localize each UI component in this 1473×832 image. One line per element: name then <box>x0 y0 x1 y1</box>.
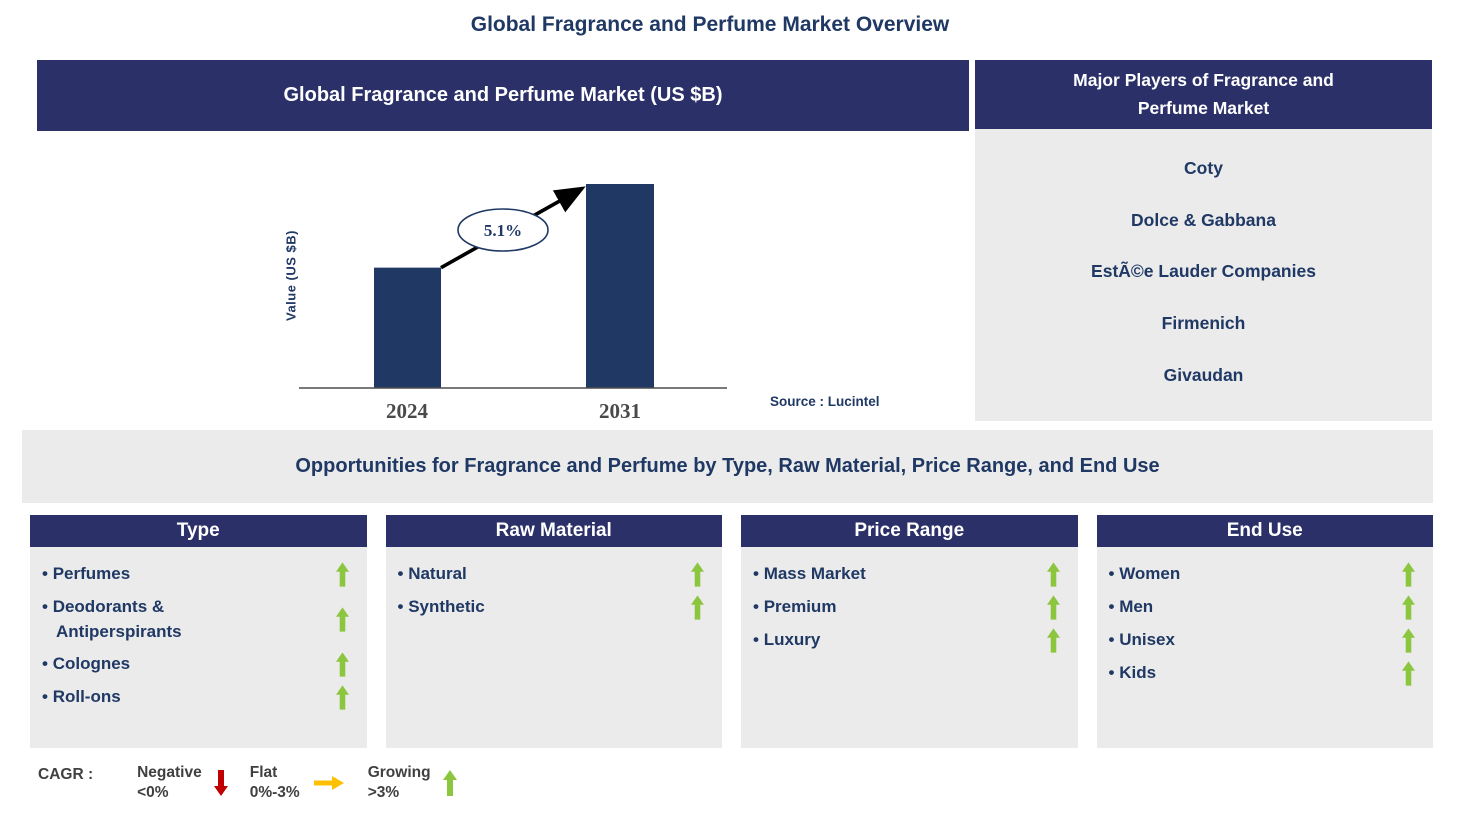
major-players-list: Coty Dolce & Gabbana EstÃ©e Lauder Compa… <box>975 129 1432 421</box>
up-arrow-icon <box>691 595 704 620</box>
bar-2024 <box>374 267 441 388</box>
segment-column-raw-material: Raw Material Natural Synthetic <box>385 515 722 748</box>
item-label: Colognes <box>42 652 130 677</box>
company-name: Firmenich <box>1161 313 1246 334</box>
list-item: Natural <box>398 562 709 587</box>
up-arrow-icon <box>1402 628 1415 653</box>
cagr-legend-prefix: CAGR : <box>38 766 94 783</box>
item-label: Premium <box>753 595 837 620</box>
list-item: Mass Market <box>753 562 1064 587</box>
major-players-header: Major Players of Fragrance and Perfume Ma… <box>975 60 1432 129</box>
up-arrow-icon <box>691 562 704 587</box>
legend-entry-text: Flat 0%-3% <box>249 764 300 802</box>
list-item: Men <box>1109 595 1420 620</box>
market-bar-chart: 5.1% 2024 2031 <box>299 184 727 423</box>
item-label: Perfumes <box>42 562 130 587</box>
list-item: Premium <box>753 595 1064 620</box>
segment-columns: Type Perfumes Deodorants & Antiperspiran… <box>30 515 1433 748</box>
segment-column-body: Mass Market Premium Luxury <box>741 547 1078 748</box>
up-arrow-icon <box>1402 661 1415 686</box>
company-name: Dolce & Gabbana <box>1131 209 1276 230</box>
legend-entry-negative: Negative <0% <box>137 763 240 803</box>
major-players-title: Major Players of Fragrance and Perfume Ma… <box>1073 70 1334 118</box>
down-arrow-icon <box>214 765 228 801</box>
up-arrow-icon <box>1047 595 1060 620</box>
cagr-legend: CAGR : Negative <0% Flat 0%-3% Growing >… <box>38 763 469 803</box>
opportunities-title: Opportunities for Fragrance and Perfume … <box>295 455 1160 477</box>
up-arrow-icon <box>336 607 349 632</box>
x-tick-2024: 2024 <box>386 399 429 423</box>
legend-entry-text: Negative <0% <box>137 764 202 802</box>
segment-column-header: Raw Material <box>385 515 722 547</box>
legend-entry-text: Growing >3% <box>367 764 431 802</box>
up-arrow-icon <box>1047 628 1060 653</box>
up-arrow-icon <box>336 685 349 710</box>
cagr-value: 5.1% <box>484 221 522 240</box>
segment-column-type: Type Perfumes Deodorants & Antiperspiran… <box>30 515 367 748</box>
list-item: Colognes <box>42 652 353 677</box>
right-arrow-icon <box>314 776 344 790</box>
market-chart-panel-title: Global Fragrance and Perfume Market (US … <box>283 84 723 106</box>
page-title: Global Fragrance and Perfume Market Over… <box>470 13 950 36</box>
item-label: Synthetic <box>398 595 485 620</box>
legend-entry-flat: Flat 0%-3% <box>250 763 358 803</box>
item-label: Unisex <box>1109 628 1175 653</box>
segment-column-header: End Use <box>1096 515 1433 547</box>
segment-column-body: Women Men Unisex Kids <box>1096 547 1433 748</box>
up-arrow-icon <box>1402 595 1415 620</box>
cagr-ellipse <box>457 208 549 252</box>
major-players-panel: Major Players of Fragrance and Perfume Ma… <box>975 60 1432 421</box>
list-item: Luxury <box>753 628 1064 653</box>
item-label: Luxury <box>753 628 821 653</box>
list-item: Women <box>1109 562 1420 587</box>
segment-column-body: Natural Synthetic <box>385 547 722 748</box>
segment-column-header: Type <box>30 515 367 547</box>
item-label: Men <box>1109 595 1153 620</box>
company-name: Coty <box>1184 158 1223 179</box>
up-arrow-icon <box>443 765 457 801</box>
item-label: Mass Market <box>753 562 866 587</box>
up-arrow-icon <box>336 562 349 587</box>
opportunities-band: Opportunities for Fragrance and Perfume … <box>22 430 1433 503</box>
list-item: Roll-ons <box>42 685 353 710</box>
segment-column-price-range: Price Range Mass Market Premium Luxury <box>741 515 1078 748</box>
company-name: Givaudan <box>1163 364 1244 385</box>
list-item: Perfumes <box>42 562 353 587</box>
item-label: Roll-ons <box>42 685 121 710</box>
up-arrow-icon <box>1402 562 1415 587</box>
item-label: Women <box>1109 562 1180 587</box>
up-arrow-icon <box>336 652 349 677</box>
segment-column-end-use: End Use Women Men Unisex Kids <box>1096 515 1433 748</box>
source-note: Source : Lucintel <box>770 394 880 409</box>
list-item: Unisex <box>1109 628 1420 653</box>
item-label: Kids <box>1109 661 1156 686</box>
company-name: EstÃ©e Lauder Companies <box>1091 261 1316 282</box>
market-chart-panel-header: Global Fragrance and Perfume Market (US … <box>37 60 969 131</box>
up-arrow-icon <box>1047 562 1060 587</box>
item-label: Deodorants & Antiperspirants <box>42 595 271 644</box>
item-label: Natural <box>398 562 467 587</box>
legend-entry-growing: Growing >3% <box>368 763 469 803</box>
segment-column-header: Price Range <box>741 515 1078 547</box>
list-item: Synthetic <box>398 595 709 620</box>
list-item: Kids <box>1109 661 1420 686</box>
bar-2031 <box>586 184 654 388</box>
list-item: Deodorants & Antiperspirants <box>42 595 353 644</box>
x-tick-2031: 2031 <box>599 399 641 423</box>
segment-column-body: Perfumes Deodorants & Antiperspirants Co… <box>30 547 367 748</box>
